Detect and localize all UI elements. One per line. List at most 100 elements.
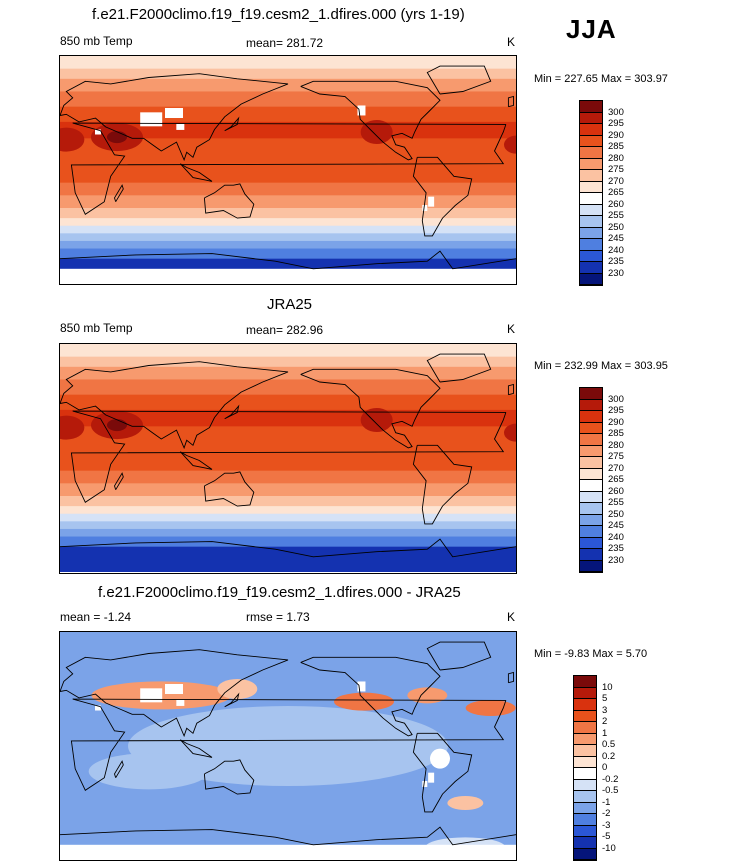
panel2-minmax: Min = 232.99 Max = 303.95	[534, 360, 668, 372]
panel3-units: K	[507, 610, 516, 624]
colorbar-tick-label: 280	[608, 439, 624, 451]
colorbar-box	[580, 445, 602, 457]
panel2-left-label: 850 mb Temp	[60, 321, 133, 335]
colorbar-tick-label: 270	[608, 175, 624, 187]
colorbar-box	[574, 710, 596, 722]
colorbar-box	[580, 434, 602, 446]
colorbar-box	[580, 273, 602, 285]
coastline	[60, 538, 516, 558]
coastline	[300, 656, 441, 737]
colorbar-tick-label: -0.2	[602, 773, 619, 785]
colorbar-tick-label: 0.5	[602, 739, 616, 750]
colorbar-tick-label: 255	[608, 210, 624, 221]
coastline	[300, 80, 441, 161]
colorbar-box	[574, 733, 596, 745]
panel2-map	[59, 343, 517, 574]
coastline	[60, 361, 289, 450]
colorbar-box	[574, 699, 596, 711]
colorbar-box	[580, 181, 602, 193]
coastline	[426, 641, 492, 671]
colorbar-box	[580, 204, 602, 216]
colorbar-tick-label: 5	[602, 693, 608, 704]
coastline	[412, 732, 473, 813]
colorbar-box	[580, 135, 602, 147]
colorbar-tick-label: 275	[608, 164, 624, 175]
colorbar-tick-label: 0.2	[602, 750, 616, 762]
colorbar-box	[574, 722, 596, 734]
panel1-units: K	[507, 35, 516, 49]
colorbar-box	[574, 768, 596, 780]
coastline	[114, 184, 124, 202]
colorbar-tick-label: -5	[602, 831, 611, 842]
colorbar-box	[574, 687, 596, 699]
colorbar-box	[580, 239, 602, 251]
colorbar-tick-label: 290	[608, 416, 624, 428]
colorbar-box	[574, 745, 596, 757]
coastline	[70, 410, 507, 503]
colorbar-tick-label: 245	[608, 520, 624, 531]
colorbar-box	[574, 791, 596, 803]
colorbar-tick-label: 1	[602, 727, 608, 739]
colorbar-box	[574, 779, 596, 791]
coastline	[114, 472, 124, 490]
colorbar-box	[574, 848, 596, 860]
colorbar-tick-label: 285	[608, 428, 624, 439]
panel3-minmax: Min = -9.83 Max = 5.70	[534, 648, 648, 660]
colorbar-tick-label: 230	[608, 554, 624, 566]
colorbar-tick-label: 290	[608, 129, 624, 141]
colorbar-box	[580, 514, 602, 526]
coastline	[60, 73, 289, 162]
colorbar-box	[580, 250, 602, 262]
map-field	[60, 632, 516, 860]
colorbar-box	[574, 837, 596, 849]
colorbar-box	[580, 170, 602, 182]
coastline	[224, 692, 240, 708]
coastline	[60, 826, 516, 846]
colorbar-box	[574, 802, 596, 814]
colorbar-tick-label: -10	[602, 842, 616, 854]
colorbar-box	[580, 388, 602, 400]
colorbar-tick-label: 235	[608, 543, 624, 554]
colorbar-box	[580, 193, 602, 205]
panel2-units: K	[507, 322, 516, 336]
colorbar-box	[574, 676, 596, 688]
colorbar-box	[580, 158, 602, 170]
panel1-title: f.e21.F2000climo.f19_f19.cesm2_1.dfires.…	[92, 6, 465, 23]
colorbar-tick-label: 2	[602, 716, 608, 727]
colorbar-tick-label: 255	[608, 497, 624, 508]
colorbar-box	[580, 227, 602, 239]
colorbar-tick-label: 245	[608, 233, 624, 244]
colorbar-tick-label: 300	[608, 393, 624, 405]
coastline	[179, 163, 213, 182]
colorbar-tick-label: 250	[608, 508, 624, 520]
coastline	[300, 368, 441, 449]
colorbar-box	[580, 537, 602, 549]
panel1-minmax: Min = 227.65 Max = 303.97	[534, 73, 668, 85]
colorbar-box	[580, 262, 602, 274]
colorbar-box	[580, 468, 602, 480]
colorbar-tick-label: 295	[608, 118, 624, 129]
colorbar-tick-label: 250	[608, 221, 624, 233]
coastline	[179, 451, 213, 470]
colorbar-box	[580, 491, 602, 503]
colorbar-box	[580, 124, 602, 136]
colorbar-tick-label: -3	[602, 819, 611, 831]
colorbar-box	[580, 560, 602, 572]
colorbar-box	[580, 457, 602, 469]
colorbar-box	[580, 399, 602, 411]
colorbar-tick-label: 260	[608, 198, 624, 210]
colorbar-tick-label: 300	[608, 106, 624, 118]
colorbar-box	[580, 112, 602, 124]
coastline	[70, 698, 507, 791]
season-label: JJA	[566, 14, 617, 44]
colorbar-tick-label: 260	[608, 485, 624, 497]
coastline	[507, 95, 514, 108]
colorbar-box	[580, 216, 602, 228]
colorbar-box	[580, 101, 602, 113]
panel3-left-label: mean = -1.24	[60, 610, 132, 624]
panel2-title: JRA25	[267, 296, 313, 313]
coastline	[224, 404, 240, 420]
colorbar-tick-label: -2	[602, 808, 611, 819]
panel1-colorbar: 300 295 290 285 280 275 270 265 260 255 250 245 240 2…	[579, 100, 624, 286]
colorbar-tick-label: -0.5	[602, 785, 619, 796]
